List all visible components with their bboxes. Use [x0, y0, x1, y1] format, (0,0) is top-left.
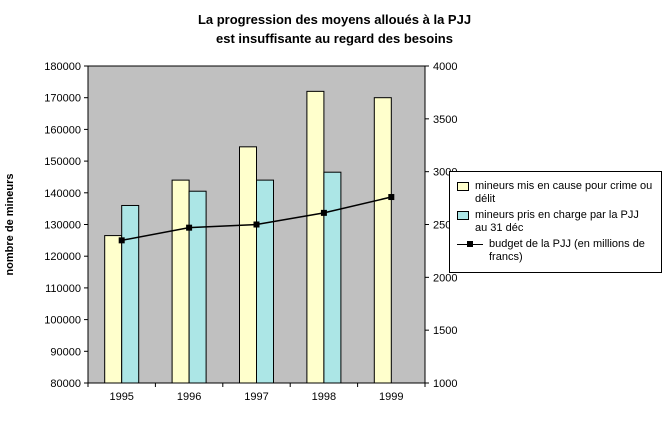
- chart-title: La progression des moyens alloués à la P…: [0, 10, 669, 48]
- legend-swatch-cyan-bar: [457, 211, 469, 220]
- right-axis-tick-label: 4000: [433, 61, 457, 73]
- legend-label: mineurs mis en cause pour crime ou délit: [475, 180, 653, 205]
- line-marker: [253, 221, 260, 228]
- left-axis-tick-label: 160000: [44, 124, 81, 136]
- legend-label: mineurs pris en charge par la PJJ au 31 …: [475, 209, 639, 234]
- bar: [171, 179, 190, 384]
- right-axis-tick-label: 2000: [433, 272, 457, 284]
- line-marker: [388, 194, 395, 201]
- x-axis-category-label: 1997: [244, 391, 268, 403]
- right-axis-tick-label: 1000: [433, 378, 457, 390]
- right-axis-tick-label: 3500: [433, 114, 457, 126]
- legend-item-budget-line: budget de la PJJ (en millions de francs): [457, 238, 654, 264]
- left-axis-tick-label: 170000: [44, 93, 81, 105]
- bar: [104, 235, 123, 384]
- left-axis-tick-label: 110000: [45, 283, 81, 295]
- bar: [256, 179, 274, 384]
- legend-square-marker-icon: [467, 241, 473, 247]
- left-axis-tick-label: 140000: [44, 188, 81, 200]
- legend-item-bars-cyan: mineurs pris en charge par la PJJ au 31 …: [457, 209, 654, 235]
- legend-label: budget de la PJJ (en millions de francs): [489, 238, 645, 263]
- left-axis-tick-label: 80000: [50, 378, 81, 390]
- left-axis-tick-label: 180000: [44, 61, 81, 73]
- left-axis-tick-label: 90000: [50, 346, 81, 358]
- x-axis-category-label: 1998: [312, 391, 336, 403]
- left-axis-tick-label: 120000: [44, 251, 81, 263]
- line-marker: [186, 224, 193, 231]
- chart-title-line1: La progression des moyens alloués à la P…: [197, 12, 472, 27]
- line-marker: [118, 237, 125, 244]
- left-axis-tick-label: 150000: [44, 156, 81, 168]
- chart-title-line2: est insuffisante au regard des besoins: [216, 31, 453, 46]
- bar: [121, 204, 140, 384]
- bar: [373, 97, 392, 384]
- legend-item-bars-yellow: mineurs mis en cause pour crime ou délit: [457, 180, 654, 206]
- left-axis-tick-label: 100000: [44, 315, 81, 327]
- x-axis-category-label: 1996: [177, 391, 201, 403]
- bar: [306, 90, 325, 384]
- left-axis-tick-label: 130000: [44, 220, 81, 232]
- legend: mineurs mis en cause pour crime ou délit…: [449, 171, 662, 273]
- bar: [188, 190, 207, 384]
- bar: [239, 146, 257, 384]
- legend-swatch-yellow-bar: [457, 182, 469, 191]
- x-axis-category-label: 1995: [109, 391, 133, 403]
- legend-swatch-line-marker: [457, 239, 483, 249]
- line-marker: [320, 209, 327, 216]
- right-axis-tick-label: 1500: [433, 325, 457, 337]
- bar: [323, 171, 342, 384]
- x-axis-category-label: 1999: [379, 391, 403, 403]
